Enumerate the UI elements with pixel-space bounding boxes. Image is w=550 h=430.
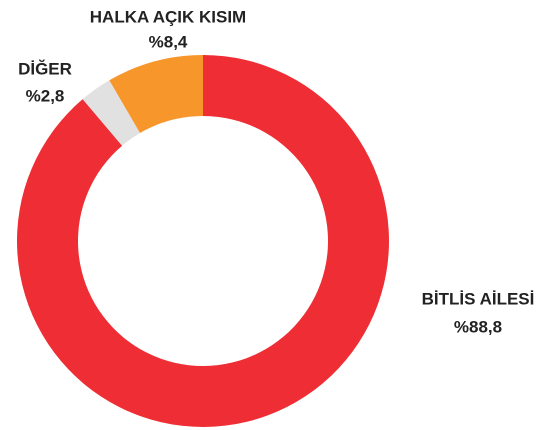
slice-label: HALKA AÇIK KISIM [90, 7, 246, 26]
donut-slice [16, 55, 389, 427]
slice-value-label: %8,4 [149, 32, 188, 51]
slice-label: DİĞER [18, 59, 72, 78]
donut-slice [109, 55, 203, 134]
slice-value-label: %88,8 [454, 317, 502, 336]
donut-slice [82, 80, 141, 146]
slice-label: BİTLİS AİLESİ [422, 289, 535, 308]
slice-value-label: %2,8 [26, 86, 65, 105]
